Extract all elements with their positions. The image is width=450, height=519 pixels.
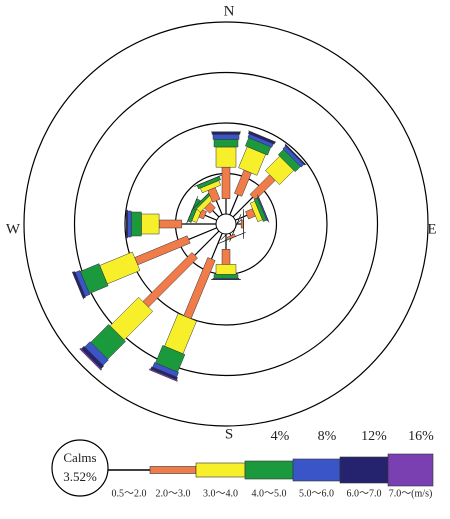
wind-segment <box>212 134 240 140</box>
wind-segment <box>213 139 239 148</box>
legend-swatch <box>149 466 197 474</box>
ring <box>23 21 429 427</box>
wind-segment <box>99 251 141 285</box>
wind-segment <box>149 368 178 382</box>
wind-segment <box>221 166 231 199</box>
legend-swatch <box>244 460 294 480</box>
calms-label: Calms <box>63 450 96 465</box>
legend-label: 2.0～3.0 <box>156 488 191 499</box>
legend-swatch <box>292 458 341 482</box>
ring <box>124 122 328 326</box>
calms-circle <box>51 439 109 497</box>
wind-segment <box>127 210 132 238</box>
wind-segment <box>186 196 199 224</box>
ring-label: 4% <box>271 429 290 444</box>
wind-segment <box>249 174 276 201</box>
wind-segment <box>215 146 237 168</box>
legend-swatch <box>195 462 246 478</box>
legend-label: 4.0～5.0 <box>252 488 287 499</box>
wind-segment <box>134 235 191 266</box>
wind-segment <box>194 174 223 187</box>
legend-label: 0.5～2.0 <box>112 488 147 499</box>
wind-segment <box>142 252 198 308</box>
wind-segment <box>141 213 160 235</box>
wind-segment <box>248 130 277 143</box>
calms-center <box>215 213 237 235</box>
compass-label: E <box>427 221 436 237</box>
legend-label: 6.0～7.0 <box>347 488 382 499</box>
ring-label: 8% <box>318 429 337 444</box>
ring-label: 16% <box>408 429 434 444</box>
wind-segment <box>221 249 231 265</box>
wind-segment <box>215 264 237 275</box>
ring <box>73 71 379 377</box>
legend-label: 3.0～4.0 <box>203 488 238 499</box>
compass-label: N <box>224 3 235 19</box>
wind-segment <box>131 211 142 237</box>
wind-segment <box>158 219 183 229</box>
wind-segment <box>211 131 241 135</box>
compass-label: S <box>225 426 233 442</box>
legend-label: 7.0～(m/s) <box>389 488 433 499</box>
wind-segment <box>234 169 252 197</box>
wind-segment <box>257 194 270 223</box>
legend-swatch <box>108 469 150 471</box>
wind-segment <box>71 271 84 300</box>
wind-segment <box>213 274 239 279</box>
wind-segment <box>284 143 307 166</box>
legend-label: 5.0～6.0 <box>299 488 334 499</box>
calms-value: 3.52% <box>63 469 97 484</box>
legend-swatch <box>339 456 389 484</box>
wind-segment <box>240 219 244 229</box>
compass-label: W <box>6 221 21 237</box>
wind-segment <box>79 347 103 371</box>
wind-segment <box>164 313 197 355</box>
legend-swatch <box>387 453 434 487</box>
ring-label: 12% <box>361 429 387 444</box>
